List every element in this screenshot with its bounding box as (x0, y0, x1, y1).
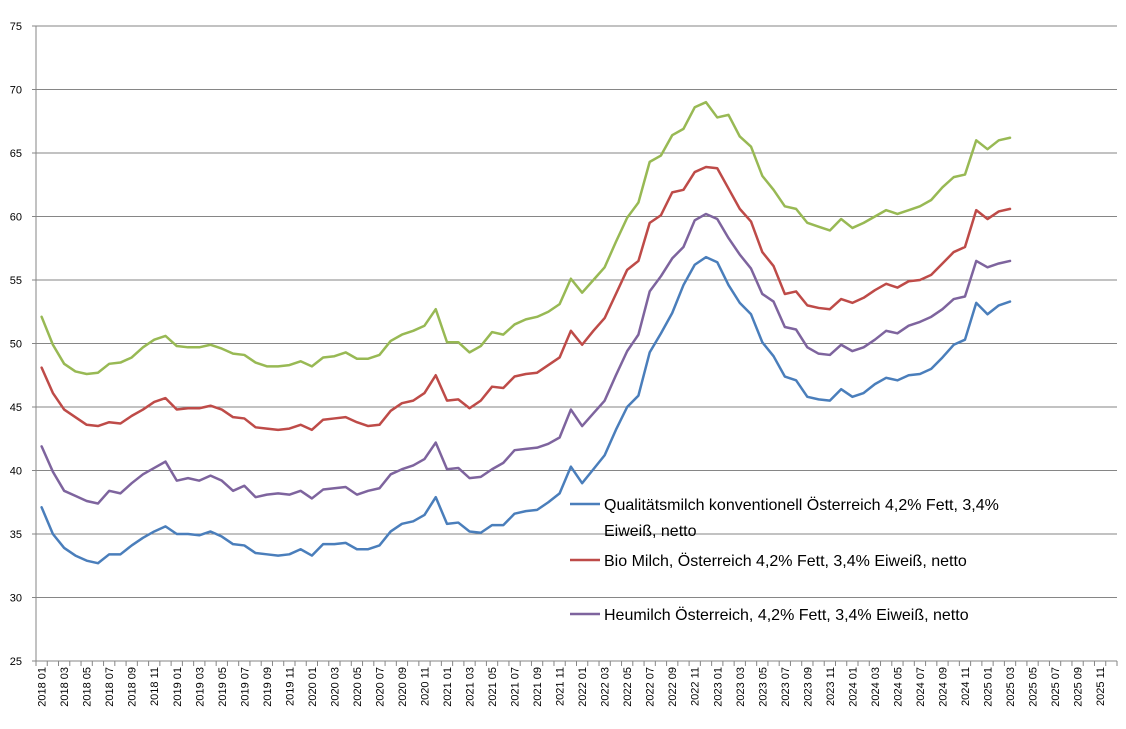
x-tick-label-2019-07: 2019 07 (239, 667, 251, 707)
x-tick-label-2024-09: 2024 09 (937, 667, 949, 707)
x-tick-label-2023-11: 2023 11 (825, 667, 837, 706)
x-tick-label-2018-11: 2018 11 (149, 667, 161, 706)
legend-label-1-line-2: Eiweiß, netto (604, 523, 697, 540)
x-tick-label-2020-07: 2020 07 (374, 667, 386, 707)
x-tick-label-2021-09: 2021 09 (532, 667, 544, 707)
x-tick-label-2023-07: 2023 07 (780, 667, 792, 707)
y-tick-label-35: 35 (10, 529, 22, 541)
y-tick-label-65: 65 (10, 148, 22, 160)
series-lines (40, 100, 1012, 565)
legend-label-3-line-1: Heumilch Österreich, 4,2% Fett, 3,4% Eiw… (604, 606, 969, 624)
x-tick-label-2022-09: 2022 09 (667, 667, 679, 707)
x-tick-label-2023-01: 2023 01 (712, 667, 724, 707)
y-tick-label-40: 40 (10, 466, 22, 478)
x-tick-label-2022-11: 2022 11 (690, 667, 702, 706)
x-tick-label-2022-07: 2022 07 (645, 667, 657, 707)
y-tick-label-75: 75 (10, 21, 22, 33)
x-tick-label-2024-03: 2024 03 (870, 667, 882, 707)
x-tick-label-2021-07: 2021 07 (510, 667, 522, 707)
x-tick-label-2019-05: 2019 05 (217, 667, 229, 707)
y-tick-label-60: 60 (10, 212, 22, 224)
x-tick-label-2025-09: 2025 09 (1073, 667, 1085, 707)
series-line-4 (40, 100, 1012, 376)
x-tick-label-2024-11: 2024 11 (960, 667, 972, 706)
x-tick-label-2018-09: 2018 09 (127, 667, 139, 707)
y-tick-label-50: 50 (10, 339, 22, 351)
x-tick-label-2019-11: 2019 11 (284, 667, 296, 706)
x-tick-label-2022-03: 2022 03 (600, 667, 612, 707)
legend-label-2-line-1: Bio Milch, Österreich 4,2% Fett, 3,4% Ei… (604, 552, 967, 570)
y-tick-label-45: 45 (10, 402, 22, 414)
x-tick-label-2019-01: 2019 01 (172, 667, 184, 707)
x-tick-label-2018-05: 2018 05 (82, 667, 94, 707)
legend-label-1-line-1: Qualitätsmilch konventionell Österreich … (604, 496, 999, 514)
x-tick-label-2020-09: 2020 09 (397, 667, 409, 707)
x-tick-label-2019-09: 2019 09 (262, 667, 274, 707)
x-tick-label-2020-03: 2020 03 (329, 667, 341, 707)
x-tick-label-2025-03: 2025 03 (1005, 667, 1017, 707)
y-axis-ticks: 25 30 35 40 45 50 55 60 65 70 75 (10, 21, 36, 668)
x-tick-label-2025-11: 2025 11 (1095, 667, 1107, 706)
y-tick-label-25: 25 (10, 656, 22, 668)
x-tick-label-2021-01: 2021 01 (442, 667, 454, 707)
x-tick-label-2022-05: 2022 05 (622, 667, 634, 707)
x-tick-label-2019-03: 2019 03 (194, 667, 206, 707)
x-tick-label-2023-05: 2023 05 (757, 667, 769, 707)
legend: Qualitätsmilch konventionell Österreich … (570, 496, 999, 624)
x-tick-label-2021-11: 2021 11 (555, 667, 567, 706)
x-tick-label-2018-01: 2018 01 (37, 667, 49, 707)
series-line-1 (40, 255, 1012, 565)
x-tick-label-2021-05: 2021 05 (487, 667, 499, 707)
x-tick-label-2023-03: 2023 03 (735, 667, 747, 707)
series-line-3 (40, 212, 1012, 505)
x-tick-label-2025-01: 2025 01 (983, 667, 995, 707)
y-tick-label-55: 55 (10, 275, 22, 287)
x-tick-label-2021-03: 2021 03 (465, 667, 477, 707)
x-tick-label-2025-07: 2025 07 (1050, 667, 1062, 707)
x-tick-label-2025-05: 2025 05 (1028, 667, 1040, 707)
x-tick-label-2024-07: 2024 07 (915, 667, 927, 707)
x-tick-label-2018-03: 2018 03 (59, 667, 71, 707)
x-tick-label-2022-01: 2022 01 (577, 667, 589, 707)
x-tick-label-2024-01: 2024 01 (847, 667, 859, 707)
y-tick-label-30: 30 (10, 593, 22, 605)
series-line-2 (40, 165, 1012, 432)
x-tick-label-2020-11: 2020 11 (419, 667, 431, 706)
x-tick-label-2023-09: 2023 09 (802, 667, 814, 707)
x-tick-label-2024-05: 2024 05 (892, 667, 904, 707)
y-tick-label-70: 70 (10, 85, 22, 97)
x-tick-label-2018-07: 2018 07 (104, 667, 116, 707)
x-axis-ticks: 2018 01 2018 03 2018 05 2018 07 2018 09 2018 … (35, 661, 1118, 707)
x-tick-label-2020-05: 2020 05 (352, 667, 364, 707)
x-tick-label-2020-01: 2020 01 (307, 667, 319, 707)
